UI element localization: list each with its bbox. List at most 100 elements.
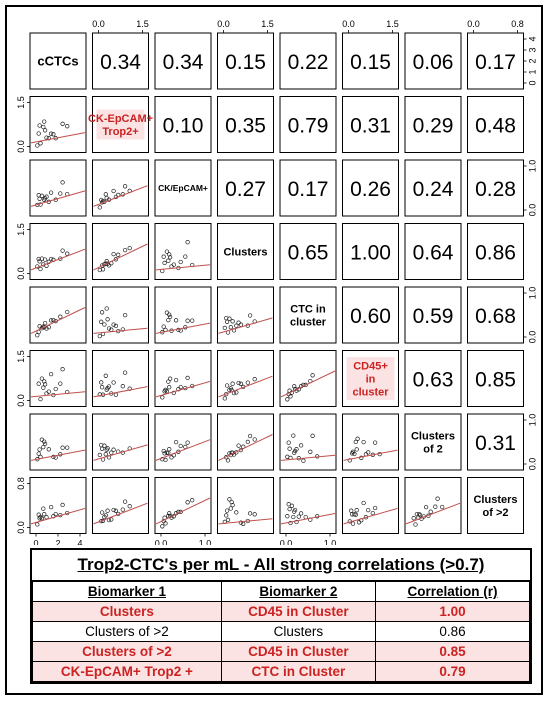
cell-correlation: 0.79: [374, 661, 531, 682]
scatter-point: [310, 373, 315, 378]
scatter-point: [99, 442, 104, 448]
variable-label: of 2: [423, 443, 443, 455]
scatter-point: [60, 121, 65, 126]
header-correlation: Correlation (r): [374, 582, 531, 602]
variable-label: of >2: [483, 507, 509, 519]
cell-correlation: 1.00: [374, 601, 531, 622]
variable-label: cluster: [352, 386, 389, 398]
fit-line: [93, 386, 148, 398]
scatter-point: [37, 259, 42, 264]
scatter-point: [60, 367, 65, 372]
panel-box: [92, 223, 149, 280]
correlation-value: 0.63: [413, 369, 454, 392]
scatter-point: [417, 512, 423, 518]
scatter-point: [97, 333, 102, 339]
scatter-point: [190, 318, 195, 323]
scatter-point: [120, 384, 125, 389]
panel-box: [342, 159, 399, 217]
panel-box: [467, 286, 524, 344]
scatter-point: [178, 443, 183, 449]
scatter-point: [103, 192, 108, 197]
scatter-point: [48, 190, 54, 195]
axis-tick-label: 1.0: [324, 539, 337, 546]
correlation-value: 0.85: [475, 369, 516, 392]
scatter-point: [65, 251, 70, 256]
scatter-point: [310, 433, 315, 438]
cell-correlation: 0.85: [374, 641, 531, 662]
scatter-point: [167, 376, 173, 381]
fit-line: [93, 502, 148, 525]
fit-line: [280, 454, 336, 461]
scatter-point: [287, 446, 292, 451]
fit-line: [155, 497, 211, 525]
scatter-point: [167, 314, 173, 320]
scatter-point: [51, 514, 56, 519]
scatter-point: [99, 319, 104, 324]
scatter-point: [252, 377, 257, 382]
axis-tick-label: 1.0: [199, 539, 212, 546]
scatter-point: [234, 510, 239, 515]
correlation-value: 0.28: [475, 178, 516, 201]
axis-tick-label: 0.0: [280, 539, 293, 546]
scatter-point: [286, 502, 291, 507]
scatter-point: [161, 448, 166, 454]
cell-biomarker-1: Clusters of >2: [32, 621, 222, 642]
panel-box: [342, 413, 399, 471]
label-highlight: [346, 357, 395, 400]
fit-line: [155, 264, 211, 271]
fit-line: [155, 439, 211, 461]
scatter-point: [372, 440, 378, 445]
scatter-point: [167, 255, 173, 260]
panel-box: [92, 32, 149, 90]
scatter-point: [103, 373, 108, 378]
axis-tick-label: 1.5: [16, 223, 26, 236]
scatter-point: [105, 317, 110, 322]
scatter-point: [38, 266, 43, 272]
scatter-point: [178, 259, 183, 265]
scatter-point: [44, 515, 49, 520]
axis-tick-label: 1.5: [16, 350, 26, 363]
axis-tick-label: 0.8: [511, 19, 524, 29]
scatter-point: [435, 496, 440, 501]
scatter-point: [42, 128, 48, 133]
scatter-point: [48, 318, 54, 323]
fit-line: [30, 307, 86, 334]
scatter-point: [163, 457, 168, 463]
scatter-point: [58, 256, 63, 261]
scatter-point: [247, 313, 253, 318]
scatter-point: [39, 326, 45, 331]
scatter-point: [99, 385, 105, 390]
panel-box: [29, 477, 87, 534]
scatter-point: [361, 500, 366, 506]
scatter-point: [352, 451, 357, 457]
cell-biomarker-2: Clusters: [220, 621, 376, 642]
fit-line: [30, 391, 86, 398]
scatter-point: [353, 512, 358, 517]
scatter-point: [44, 391, 49, 396]
scatter-point: [234, 390, 239, 395]
panel-box: [404, 413, 462, 471]
scatter-point: [38, 396, 43, 402]
scatter-point: [440, 504, 445, 510]
scatter-point: [167, 447, 172, 452]
fit-line: [218, 375, 273, 398]
axis-tick-label: 0.0: [92, 19, 105, 29]
figure-frame: [5, 5, 543, 695]
scatter-point: [183, 254, 188, 259]
scatter-point: [164, 249, 170, 254]
fit-line: [343, 449, 398, 461]
scatter-point: [185, 240, 190, 245]
scatter-point: [46, 447, 51, 452]
scatter-point: [106, 326, 112, 331]
fit-line: [155, 380, 211, 398]
scatter-point: [42, 379, 47, 384]
scatter-point: [366, 507, 371, 513]
scatter-point: [113, 323, 119, 329]
scatter-point: [65, 445, 70, 450]
panel-box: [342, 32, 399, 90]
scatter-point: [97, 267, 102, 273]
scatter-point: [171, 390, 176, 396]
variable-label: CK/EpCAM+: [158, 183, 208, 193]
scatter-point: [127, 245, 132, 251]
scatter-point: [37, 324, 42, 329]
